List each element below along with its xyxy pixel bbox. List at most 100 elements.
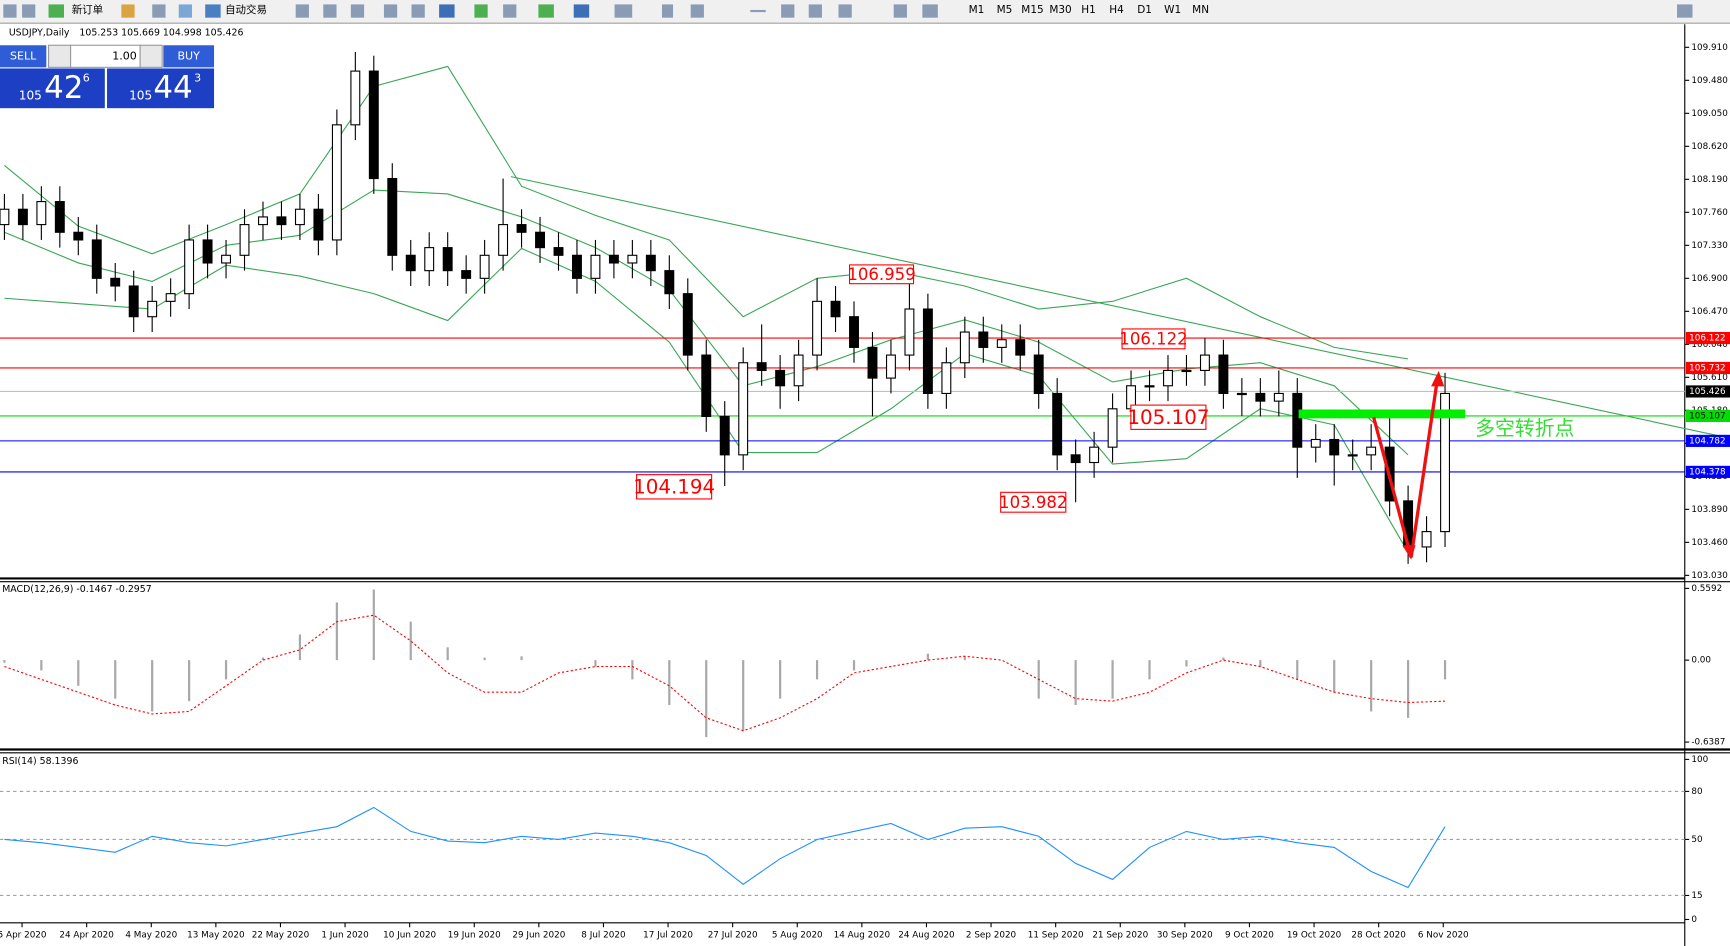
rsi-title: RSI(14) 58.1396 bbox=[2, 756, 78, 767]
price-label: 105.732 bbox=[1689, 363, 1725, 373]
lot-down[interactable] bbox=[47, 44, 72, 68]
candle-body bbox=[775, 369, 786, 387]
timeframe-button[interactable]: M5 bbox=[997, 4, 1013, 16]
x-tick-label: 10 Jun 2020 bbox=[383, 930, 436, 940]
candle-body bbox=[996, 339, 1007, 348]
candle-body bbox=[387, 177, 398, 256]
candle-body bbox=[442, 247, 453, 272]
x-tick-label: 6 Nov 2020 bbox=[1418, 930, 1469, 940]
price-label-box bbox=[1685, 434, 1730, 447]
bollinger-upper bbox=[4, 65, 1409, 360]
candle-body bbox=[1015, 339, 1026, 356]
candle-body bbox=[1218, 354, 1229, 395]
y-tick-label: 109.910 bbox=[1691, 43, 1728, 53]
macd-title: MACD(12,26,9) -0.1467 -0.2957 bbox=[2, 584, 152, 595]
one-click-panel: SELL 1.00 BUY 105 42 6 105 44 3 bbox=[0, 44, 215, 109]
sell-price-main: 42 bbox=[44, 70, 83, 106]
x-tick-label: 14 Aug 2020 bbox=[834, 930, 891, 940]
annotation-label: 106.122 bbox=[1119, 329, 1187, 348]
x-tick-label: 5 Aug 2020 bbox=[772, 930, 823, 940]
price-label: 106.122 bbox=[1689, 334, 1725, 344]
turning-point-label: 多空转折点 bbox=[1475, 417, 1574, 440]
lot-up[interactable] bbox=[139, 44, 163, 68]
sell-price-box[interactable] bbox=[0, 68, 105, 109]
candle-body bbox=[849, 316, 859, 348]
timeframe-button[interactable]: W1 bbox=[1164, 4, 1181, 16]
y-tick-label: 100 bbox=[1691, 755, 1708, 765]
candle-body bbox=[1181, 369, 1192, 373]
price-label-box bbox=[1685, 361, 1730, 375]
timeframe-button[interactable]: D1 bbox=[1137, 4, 1152, 16]
x-tick-label: 24 Aug 2020 bbox=[898, 930, 955, 940]
buy-price-box[interactable] bbox=[107, 68, 215, 109]
candle-body bbox=[1107, 408, 1118, 448]
candle-body bbox=[461, 270, 472, 279]
buy-button[interactable] bbox=[163, 45, 215, 68]
sell-button[interactable] bbox=[0, 45, 47, 68]
sell-label[interactable]: SELL bbox=[10, 49, 37, 62]
candle-body bbox=[1070, 454, 1081, 464]
candle-body bbox=[572, 254, 582, 279]
y-tick-label: 108.190 bbox=[1691, 175, 1728, 185]
candle-body bbox=[424, 247, 435, 272]
y-tick-label: 106.900 bbox=[1691, 274, 1728, 284]
candle-body bbox=[498, 224, 509, 256]
candle-body bbox=[1144, 385, 1155, 388]
timeframe-button[interactable]: M30 bbox=[1049, 4, 1071, 16]
price-label: 104.378 bbox=[1689, 467, 1725, 477]
x-tick-label: 30 Sep 2020 bbox=[1157, 930, 1213, 940]
candle-body bbox=[756, 362, 767, 371]
x-tick-label: 17 Jul 2020 bbox=[643, 930, 693, 940]
annotation-box bbox=[1121, 328, 1186, 350]
price-label: 104.782 bbox=[1689, 436, 1725, 446]
y-tick-label: 107.760 bbox=[1691, 208, 1728, 218]
candle-body bbox=[350, 70, 361, 126]
trend-line bbox=[510, 176, 1730, 439]
price-label-box bbox=[1685, 409, 1730, 423]
candle-body bbox=[645, 254, 656, 272]
sell-price-pip: 6 bbox=[83, 71, 90, 84]
candle-body bbox=[701, 354, 712, 418]
candle-body bbox=[54, 201, 65, 233]
x-tick-label: 5 Apr 2020 bbox=[0, 930, 47, 940]
symbol-quote: 105.253 105.669 104.998 105.426 bbox=[79, 28, 243, 39]
annotation-box bbox=[1000, 491, 1067, 513]
candle-body bbox=[368, 70, 379, 180]
timeframe-button[interactable]: MN bbox=[1192, 4, 1209, 16]
timeframe-button[interactable]: H1 bbox=[1081, 4, 1096, 16]
y-tick-label: -0.6387 bbox=[1691, 738, 1725, 748]
timeframe-button[interactable]: M15 bbox=[1021, 4, 1043, 16]
price-label: 105.426 bbox=[1689, 387, 1726, 397]
auto-trading-button[interactable]: 自动交易 bbox=[225, 3, 267, 16]
timeframe-button[interactable]: H4 bbox=[1109, 4, 1124, 16]
candle-body bbox=[1292, 392, 1303, 448]
toolbar bbox=[0, 0, 1730, 24]
x-tick-label: 19 Jun 2020 bbox=[448, 930, 501, 940]
candle-body bbox=[664, 270, 675, 295]
y-tick-label: 0 bbox=[1691, 915, 1697, 925]
x-tick-label: 13 May 2020 bbox=[187, 930, 245, 940]
timeframe-button[interactable]: M1 bbox=[969, 4, 985, 16]
candle-body bbox=[793, 354, 804, 387]
buy-price-main: 44 bbox=[153, 70, 192, 106]
y-tick-label: 103.460 bbox=[1691, 538, 1728, 548]
candle-body bbox=[405, 254, 416, 272]
y-tick-label: 103.030 bbox=[1691, 571, 1728, 581]
new-order-button[interactable]: 新订单 bbox=[72, 3, 103, 16]
candle-body bbox=[1273, 392, 1284, 402]
annotation-label: 106.959 bbox=[847, 265, 915, 284]
candle-body bbox=[165, 293, 176, 302]
candle-body bbox=[221, 254, 232, 264]
toolbar-icons bbox=[3, 4, 1693, 18]
price-label-box bbox=[1685, 465, 1730, 478]
candle-body bbox=[959, 331, 970, 364]
lot-value[interactable]: 1.00 bbox=[112, 49, 137, 62]
candle-body bbox=[941, 362, 952, 395]
candle-body bbox=[682, 293, 693, 356]
y-tick-label: 107.330 bbox=[1691, 241, 1728, 251]
x-tick-label: 9 Oct 2020 bbox=[1225, 930, 1274, 940]
y-tick-label: 103.890 bbox=[1691, 505, 1728, 515]
buy-label[interactable]: BUY bbox=[177, 49, 200, 62]
arrow-head bbox=[1402, 545, 1416, 560]
candle-body bbox=[147, 300, 158, 318]
